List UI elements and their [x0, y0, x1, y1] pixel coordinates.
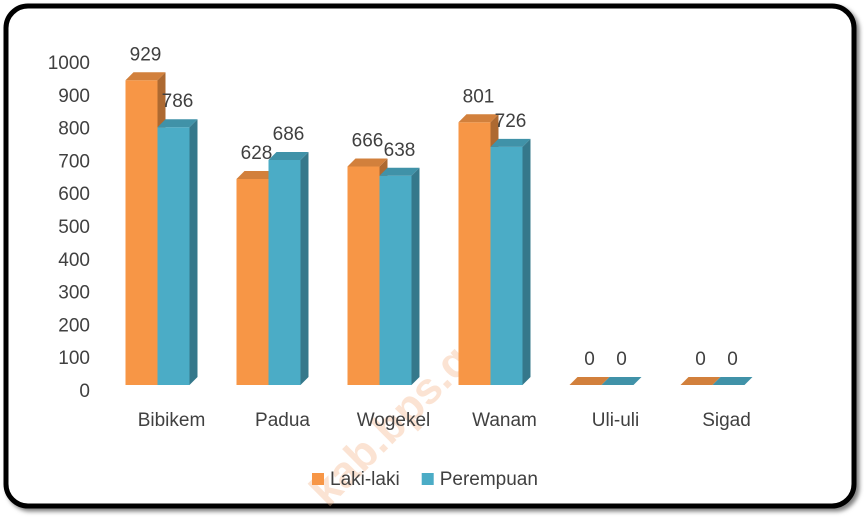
- bar-front: [157, 127, 190, 385]
- bar-side: [300, 151, 309, 385]
- x-tick-label: Padua: [255, 410, 310, 431]
- legend-swatch: [312, 473, 324, 485]
- bar-top: [601, 377, 642, 385]
- frame: [3, 3, 857, 509]
- bar-front: [379, 175, 412, 385]
- y-tick-label: 100: [58, 348, 90, 369]
- value-label: 726: [495, 111, 527, 132]
- value-label: 0: [584, 349, 595, 370]
- y-tick-label: 200: [58, 315, 90, 336]
- value-label: 666: [352, 131, 384, 152]
- y-tick-label: 1000: [48, 53, 90, 74]
- bar: [569, 377, 610, 385]
- value-label: 638: [384, 140, 416, 161]
- bar: [680, 377, 721, 385]
- bar: [157, 119, 198, 385]
- x-tick-label: Bibikem: [138, 410, 206, 431]
- legend-label: Laki-laki: [330, 469, 400, 490]
- bar-top: [569, 377, 610, 385]
- bar-front: [347, 166, 380, 385]
- y-tick-label: 800: [58, 119, 90, 140]
- bar-front: [125, 80, 158, 386]
- bar-top: [490, 138, 531, 147]
- bar-side: [522, 138, 531, 385]
- bar-top: [712, 377, 753, 385]
- y-tick-label: 500: [58, 217, 90, 238]
- bar: [712, 377, 753, 385]
- value-label: 0: [616, 349, 627, 370]
- x-tick-label: Uli-uli: [592, 410, 640, 431]
- bar-front: [236, 179, 269, 385]
- y-tick-label: 0: [79, 381, 90, 402]
- bar: [601, 377, 642, 385]
- y-tick-label: 900: [58, 86, 90, 107]
- bar-top: [157, 119, 198, 128]
- value-label: 0: [727, 349, 738, 370]
- y-tick-label: 300: [58, 283, 90, 304]
- value-label: 686: [273, 124, 305, 145]
- value-label: 786: [162, 91, 194, 112]
- y-tick-label: 400: [58, 250, 90, 271]
- bar-side: [411, 167, 420, 385]
- y-tick-label: 600: [58, 184, 90, 205]
- bar: [379, 167, 420, 385]
- legend-swatch: [421, 473, 434, 485]
- value-label: 929: [130, 44, 162, 65]
- value-label: 0: [695, 349, 706, 370]
- x-tick-label: Wanam: [472, 410, 537, 431]
- legend-label: Perempuan: [440, 469, 538, 490]
- bar-front: [458, 122, 491, 385]
- bar-top: [347, 158, 388, 167]
- bar: [268, 151, 309, 385]
- bar: [490, 138, 531, 385]
- y-tick-label: 700: [58, 151, 90, 172]
- x-tick-label: Sigad: [702, 410, 751, 431]
- bar-top: [236, 171, 277, 180]
- bar-top: [125, 72, 166, 81]
- bar-top: [268, 151, 309, 160]
- bar-top: [458, 114, 499, 123]
- x-tick-label: Wogekel: [357, 410, 431, 431]
- bar-top: [680, 377, 721, 385]
- value-label: 801: [463, 86, 495, 107]
- bar-top: [379, 167, 420, 176]
- bar-front: [268, 159, 301, 385]
- bar-front: [490, 146, 523, 385]
- bar-side: [189, 119, 198, 385]
- value-label: 628: [241, 143, 273, 164]
